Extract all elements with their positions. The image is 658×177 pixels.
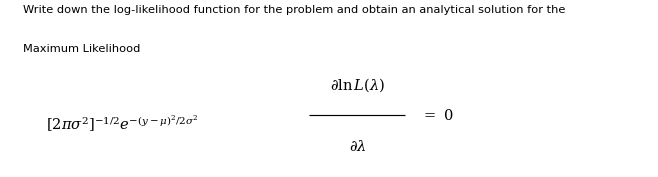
Text: $= \ 0$: $= \ 0$ xyxy=(421,108,454,122)
Text: $\partial\lambda$: $\partial\lambda$ xyxy=(349,139,366,154)
Text: Write down the log-likelihood function for the problem and obtain an analytical : Write down the log-likelihood function f… xyxy=(23,5,565,15)
Text: Maximum Likelihood: Maximum Likelihood xyxy=(23,44,140,54)
Text: $[2\pi\sigma^2]^{-1/2}e^{-(y-\mu)^2/2\sigma^2}$: $[2\pi\sigma^2]^{-1/2}e^{-(y-\mu)^2/2\si… xyxy=(46,114,199,134)
Text: $\partial \ln L(\lambda)$: $\partial \ln L(\lambda)$ xyxy=(330,76,385,94)
